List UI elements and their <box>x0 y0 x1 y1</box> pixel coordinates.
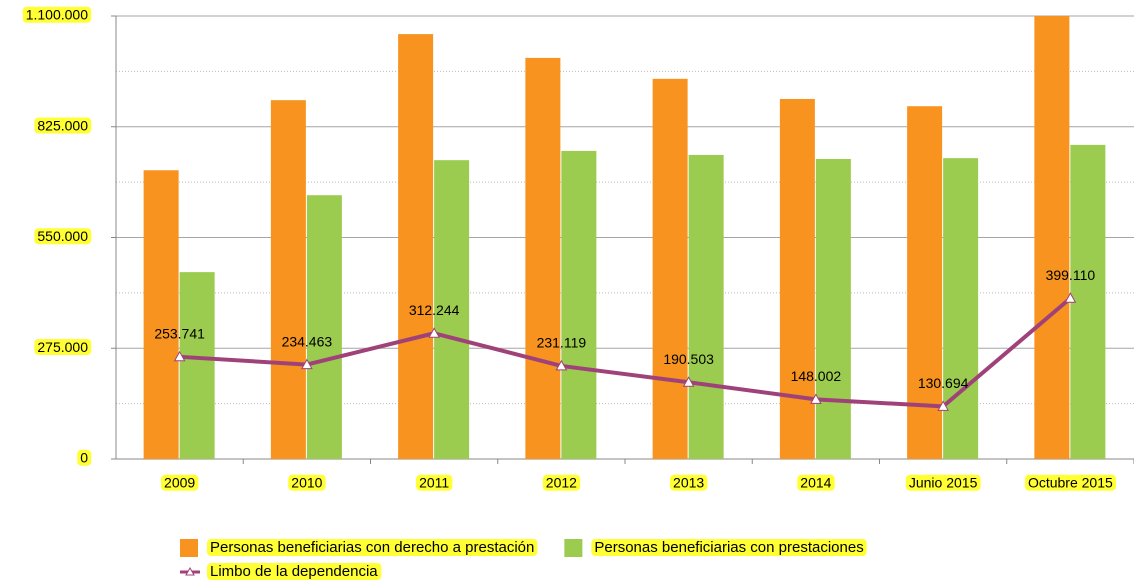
line-marker <box>810 393 822 404</box>
data-label: 234.463 <box>282 333 333 349</box>
bar <box>1070 144 1106 459</box>
line-marker <box>555 359 568 371</box>
line-marker <box>173 350 186 362</box>
label-highlight <box>77 449 92 466</box>
bar <box>525 57 561 459</box>
x-tick-label: 2012 <box>546 475 577 491</box>
label-highlight <box>1024 474 1117 491</box>
legend-swatch-marker <box>185 566 195 576</box>
label-highlight <box>416 474 453 491</box>
bar <box>815 158 851 459</box>
line-marker <box>682 376 695 387</box>
data-label: 253.741 <box>154 326 205 342</box>
label-highlight <box>34 338 92 355</box>
bar <box>652 78 688 460</box>
bar <box>434 160 470 459</box>
data-label: 312.244 <box>409 302 460 318</box>
label-highlight <box>797 474 835 491</box>
data-label: 231.119 <box>537 335 587 351</box>
x-tick-label: 2009 <box>164 475 195 491</box>
legend-label: Personas beneficiarias con derecho a pre… <box>210 539 534 556</box>
bar <box>306 195 342 460</box>
bar <box>1034 16 1070 459</box>
data-label: 148.002 <box>791 368 842 384</box>
x-tick-label: Junio 2015 <box>909 475 978 491</box>
label-highlight <box>207 538 538 556</box>
data-label: 190.503 <box>663 351 714 367</box>
data-label: 130.694 <box>918 375 969 391</box>
label-highlight <box>905 474 981 491</box>
label-highlight <box>34 228 92 245</box>
x-tick-label: Octubre 2015 <box>1028 475 1113 491</box>
y-tick-label: 825.000 <box>37 117 88 133</box>
legend-label: Personas beneficiarias con prestaciones <box>594 539 863 556</box>
label-highlight <box>591 538 867 556</box>
y-tick-label: 1.100.000 <box>26 7 88 23</box>
y-tick-label: 550.000 <box>37 228 88 244</box>
line-marker <box>1064 292 1077 303</box>
line-marker <box>428 327 440 338</box>
line-series <box>179 296 1072 409</box>
x-tick-label: 2013 <box>673 475 704 491</box>
label-highlight <box>34 117 92 134</box>
data-label: 399.110 <box>1046 267 1096 283</box>
label-highlight <box>542 474 581 491</box>
legend-swatch <box>564 539 583 557</box>
bar <box>270 100 306 460</box>
y-tick-label: 275.000 <box>37 339 88 355</box>
line-marker <box>301 358 313 370</box>
bar <box>943 158 979 459</box>
legend-label: Limbo de la dependencia <box>210 563 378 580</box>
bar <box>907 106 943 459</box>
x-tick-label: 2014 <box>800 475 831 491</box>
label-highlight <box>288 474 326 491</box>
line-marker <box>937 400 949 411</box>
bar <box>179 272 215 459</box>
bar <box>779 98 815 459</box>
bar <box>398 34 434 459</box>
bar <box>143 170 179 459</box>
label-highlight <box>207 562 382 580</box>
label-highlight <box>670 474 708 491</box>
label-highlight <box>161 474 199 491</box>
label-highlight <box>22 6 92 23</box>
x-tick-label: 2010 <box>291 475 322 491</box>
y-tick-label: 0 <box>80 450 88 466</box>
legend-swatch <box>180 539 198 557</box>
bar <box>688 154 724 459</box>
x-tick-label: 2011 <box>419 475 449 491</box>
bar <box>561 150 597 459</box>
